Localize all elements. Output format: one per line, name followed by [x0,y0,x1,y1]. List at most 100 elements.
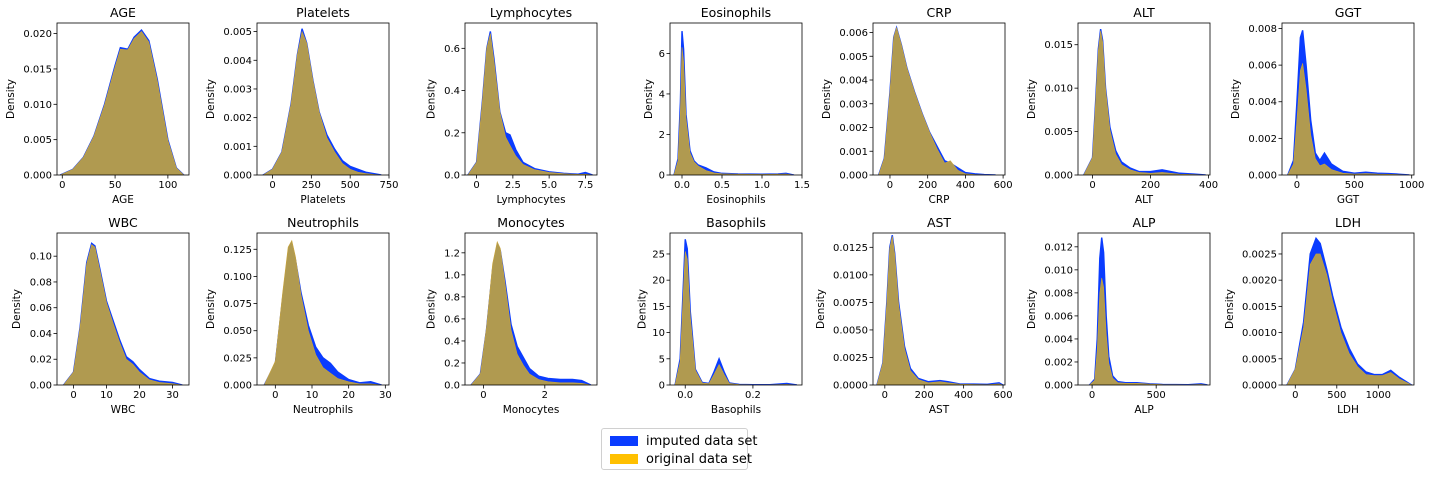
subplot-alt: 0 200 400 0.000 0.005 0.010 0.015 ALT ALT Density [1026,5,1218,206]
y-tick-label: 0.015 [1044,40,1073,51]
legend-swatch-imputed [610,436,638,446]
x-axis-label-lymphocytes: Lymphocytes [496,194,565,206]
axes-frame [464,22,598,176]
y-tick-label: 0.001 [223,142,252,153]
subplot-title-wbc: WBC [108,215,138,230]
x-tick-label: 1.5 [794,180,810,191]
x-axis-label-ast: AST [929,404,950,416]
y-axis-label-neutrophils: Density [205,289,217,329]
y-tick-label: 0.005 [223,27,252,38]
x-tick-label: 0 [887,180,893,191]
x-axis-label-ggt: GGT [1337,194,1360,206]
subplot-ldh: 0 500 1000 0.0000 0.0005 0.0010 0.0015 0.0020 0.… [1224,215,1415,416]
x-axis-label-alp: ALP [1134,404,1153,416]
x-tick-label: 0 [272,390,278,401]
x-tick-label: 0 [1089,180,1095,191]
y-tick-label: 5 [659,354,665,365]
x-tick-label: 0.0 [674,180,690,191]
density-original-monocytes [470,240,591,385]
y-tick-label: 0.002 [1248,134,1277,145]
axes-frame [1077,232,1211,386]
y-tick-label: 0.125 [223,245,252,256]
y-tick-label: 0.025 [223,353,252,364]
y-tick-label: 0.005 [1044,127,1073,138]
density-areas [62,242,183,385]
y-tick-label: 1.2 [444,248,460,259]
y-tick-label: 1.0 [444,270,460,281]
y-tick-label: 0.000 [23,171,52,182]
density-areas [261,28,382,175]
x-tick-label: 0 [1292,390,1298,401]
y-axis-label-alp: Density [1026,289,1038,329]
density-original-age [60,31,185,175]
y-tick-label: 0.000 [1248,171,1277,182]
y-tick-label: 0.004 [1248,97,1277,108]
x-axis-label-ldh: LDH [1337,404,1359,416]
y-axis-label-age: Density [5,79,17,119]
y-tick-label: 0.012 [1044,242,1073,253]
y-tick-label: 0.0005 [1242,354,1277,365]
y-tick-label: 0.0075 [833,298,868,309]
y-tick-label: 0.003 [839,99,868,110]
legend-label-imputed: imputed data set [646,433,758,449]
y-tick-label: 0.100 [223,272,252,283]
subplot-title-neutrophils: Neutrophils [287,215,359,230]
y-tick-label: 0.0025 [1242,249,1277,260]
axes-frame [669,232,803,386]
subplot-platelets: 0 250 500 750 0.000 0.001 0.002 0.003 0.004 0.005… [205,5,399,206]
x-tick-label: 200 [915,390,934,401]
density-areas [467,31,593,175]
x-tick-label: 500 [1345,180,1364,191]
y-tick-label: 0.0125 [833,243,868,254]
x-tick-label: 200 [918,180,937,191]
x-tick-label: 0.5 [714,180,730,191]
x-tick-label: 50 [109,180,122,191]
x-tick-label: 2 [542,390,548,401]
x-axis-label-alt: ALT [1135,194,1154,206]
density-areas [470,240,592,385]
x-axis-label-eosinophils: Eosinophils [706,194,765,206]
density-areas [1088,237,1208,385]
x-axis-label-platelets: Platelets [300,194,345,206]
density-original-neutrophils [263,239,382,385]
x-tick-label: 400 [956,180,975,191]
y-tick-label: 0.0010 [1242,328,1277,339]
y-tick-label: 0.001 [839,147,868,158]
y-tick-label: 0.00 [30,381,52,392]
y-tick-label: 0.075 [223,299,252,310]
y-tick-label: 0.0 [444,171,460,182]
x-tick-label: 0 [473,180,479,191]
density-areas [876,235,1005,385]
density-areas [877,25,996,175]
axes-frame [256,232,390,386]
y-tick-label: 0.010 [1044,84,1073,95]
x-tick-label: 500 [341,180,360,191]
subplot-title-crp: CRP [927,5,952,20]
subplot-age: 0 50 100 0.000 0.005 0.010 0.015 0.020 AGE AGE Den… [5,5,190,206]
y-tick-label: 0.2 [444,128,460,139]
subplot-title-ggt: GGT [1335,5,1362,20]
x-tick-label: 0 [269,180,275,191]
y-tick-label: 0.10 [30,252,52,263]
axes-frame [669,22,803,176]
legend-swatch-original [610,454,638,464]
y-tick-label: 10 [652,328,665,339]
y-tick-label: 4 [659,89,665,100]
y-tick-label: 0.2 [444,358,460,369]
y-tick-label: 0.6 [444,314,460,325]
y-tick-label: 0.000 [839,171,868,182]
x-tick-label: 1000 [1399,180,1424,191]
y-tick-label: 0.005 [839,52,868,63]
y-axis-label-wbc: Density [11,289,23,329]
y-tick-label: 0.0020 [1242,276,1277,287]
y-tick-label: 0.005 [23,135,52,146]
y-tick-label: 0.004 [223,56,252,67]
y-tick-label: 0.4 [444,336,460,347]
y-tick-label: 0.0100 [833,270,868,281]
y-tick-label: 0.020 [23,29,52,40]
y-tick-label: 0.003 [223,84,252,95]
y-tick-label: 0.002 [223,113,252,124]
x-tick-label: 20 [133,390,146,401]
y-axis-label-monocytes: Density [425,289,437,329]
y-tick-label: 0.004 [1044,334,1073,345]
